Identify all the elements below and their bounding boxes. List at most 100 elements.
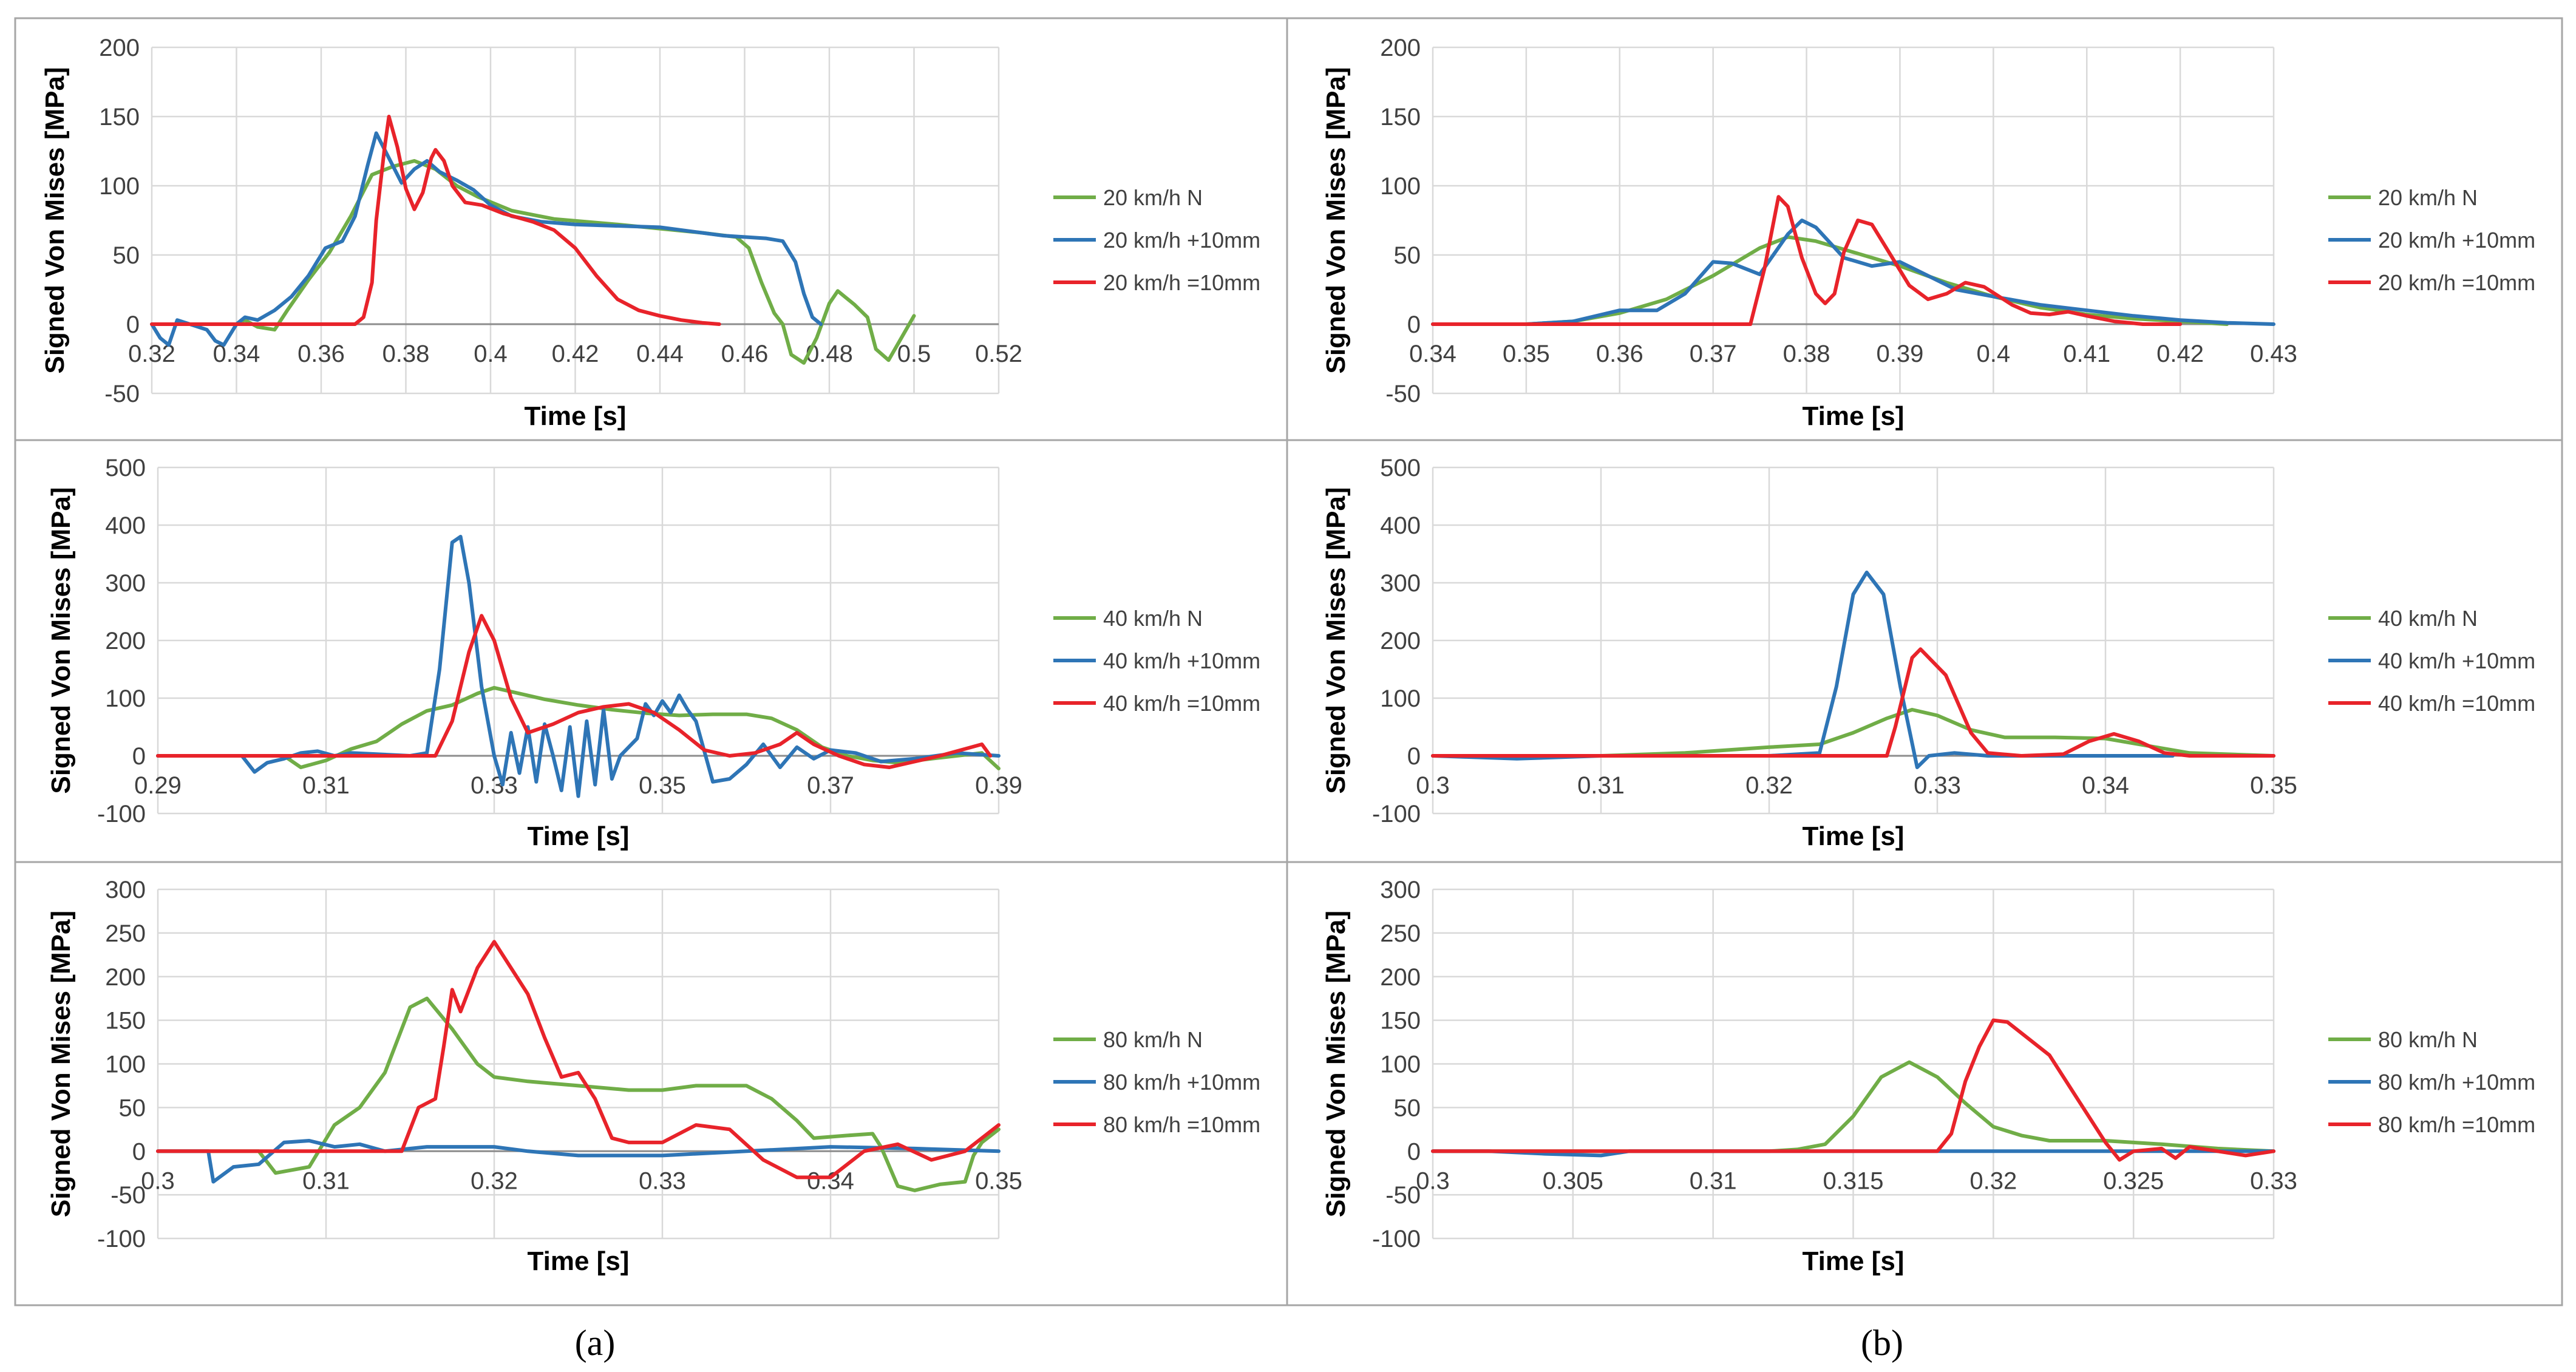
y-tick-label: 200 [1380, 964, 1421, 991]
x-tick-label: 0.32 [1969, 1167, 2017, 1194]
y-tick-label: 250 [1380, 920, 1421, 947]
series-line [1431, 1018, 2275, 1162]
x-tick-label: 0.5 [897, 341, 931, 367]
y-tick-label: 150 [99, 104, 140, 131]
x-axis-title: Time [s] [1803, 401, 1905, 431]
legend-label: 80 km/h =10mm [2378, 1112, 2535, 1137]
y-tick-label: 400 [105, 512, 146, 539]
y-tick-label: 0 [1407, 1138, 1421, 1165]
y-tick-label: 0 [1407, 743, 1421, 770]
x-tick-label: 0.305 [1543, 1167, 1603, 1194]
legend-label: 40 km/h N [2378, 606, 2478, 631]
x-axis-title: Time [s] [528, 821, 630, 851]
series-line [150, 115, 721, 326]
y-tick-label: -50 [110, 1182, 146, 1209]
y-tick-label: 150 [1380, 1008, 1421, 1034]
x-tick-label: 0.34 [1409, 341, 1456, 367]
x-tick-label: 0.34 [2082, 772, 2129, 799]
x-tick-label: 0.38 [382, 341, 430, 367]
x-tick-label: 0.33 [2250, 1167, 2297, 1194]
y-axis-title: Signed Von Mises [MPa] [40, 67, 70, 373]
y-tick-label: 100 [105, 1051, 146, 1078]
y-tick-label: 150 [1380, 104, 1421, 131]
series-line [156, 996, 1001, 1192]
series-line [156, 614, 993, 769]
y-tick-label: 250 [105, 920, 146, 947]
y-tick-label: 200 [105, 964, 146, 991]
y-tick-label: -100 [97, 801, 146, 827]
panel-b-middle: -100 0 100 200 300 400 500 0.3 0.31 0.32 0.33 0.34 0… [1321, 455, 2535, 851]
y-tick-label: 100 [1380, 685, 1421, 712]
y-axis-title: Signed Von Mises [MPa] [1321, 67, 1351, 373]
y-tick-label: 200 [105, 628, 146, 654]
y-tick-label: -100 [1372, 801, 1421, 827]
y-tick-label: -50 [1385, 381, 1421, 407]
y-tick-label: 0 [126, 311, 140, 338]
x-tick-label: 0.43 [2250, 341, 2297, 367]
figure-border [14, 17, 2563, 1306]
panel-a-middle: -100 0 100 200 300 400 500 0.29 0.31 0.33 0.35 0.37… [46, 455, 1260, 851]
y-tick-label: 500 [105, 455, 146, 481]
series-line [156, 940, 1001, 1180]
x-tick-label: 0.325 [2103, 1167, 2164, 1194]
x-tick-label: 0.35 [975, 1167, 1022, 1194]
x-tick-label: 0.46 [721, 341, 769, 367]
x-tick-label: 0.31 [302, 1167, 350, 1194]
y-tick-label: 500 [1380, 455, 1421, 481]
legend-label: 80 km/h +10mm [2378, 1070, 2535, 1095]
x-tick-label: 0.37 [807, 772, 854, 799]
series-line [150, 131, 823, 347]
x-axis-title: Time [s] [1803, 821, 1905, 851]
legend-label: 80 km/h N [1103, 1027, 1203, 1052]
y-tick-label: 300 [1380, 570, 1421, 597]
x-tick-label: 0.315 [1823, 1167, 1883, 1194]
legend-label: 20 km/h =10mm [1103, 270, 1260, 295]
series-line [1431, 1060, 2275, 1153]
y-tick-label: 400 [1380, 512, 1421, 539]
y-tick-label: 50 [1394, 1095, 1421, 1121]
x-tick-label: 0.31 [302, 772, 350, 799]
x-tick-label: 0.33 [1914, 772, 1961, 799]
x-tick-label: 0.36 [1596, 341, 1643, 367]
x-tick-label: 0.39 [975, 772, 1022, 799]
y-tick-label: 100 [99, 173, 140, 200]
y-axis-title: Signed Von Mises [MPa] [46, 487, 76, 793]
panel-b-top: -50 0 50 100 150 200 0.34 0.35 0.36 0.37 0.38 0.39 0… [1321, 35, 2535, 431]
x-tick-label: 0.37 [1690, 341, 1737, 367]
y-axis-title: Signed Von Mises [MPa] [1321, 487, 1351, 793]
series-line [1431, 195, 2183, 326]
y-tick-label: 300 [1380, 877, 1421, 903]
caption-b: (b) [1861, 1323, 1903, 1363]
y-tick-label: -100 [1372, 1226, 1421, 1252]
x-tick-label: 0.32 [471, 1167, 518, 1194]
x-tick-label: 0.3 [1416, 772, 1450, 799]
x-tick-label: 0.4 [1977, 341, 2011, 367]
x-tick-label: 0.32 [1745, 772, 1793, 799]
x-tick-label: 0.35 [1503, 341, 1550, 367]
y-axis-title: Signed Von Mises [MPa] [1321, 911, 1351, 1217]
legend-label: 40 km/h =10mm [1103, 691, 1260, 716]
x-tick-label: 0.39 [1877, 341, 1924, 367]
x-tick-label: 0.3 [141, 1167, 175, 1194]
y-tick-label: 200 [99, 35, 140, 61]
x-tick-label: 0.35 [2250, 772, 2297, 799]
x-tick-label: 0.31 [1577, 772, 1625, 799]
y-tick-label: 150 [105, 1008, 146, 1034]
y-axis-title: Signed Von Mises [MPa] [46, 911, 76, 1217]
x-tick-label: 0.3 [1416, 1167, 1450, 1194]
x-tick-label: 0.38 [1783, 341, 1830, 367]
y-tick-label: 200 [1380, 35, 1421, 61]
legend-label: 20 km/h N [1103, 185, 1203, 210]
x-tick-label: 0.29 [134, 772, 182, 799]
y-tick-label: 0 [132, 743, 146, 770]
series-line [1431, 708, 2275, 758]
panel-b-bottom: -100 -50 0 50 100 150 200 250 300 0.3 0.305 0.31 0.3… [1321, 877, 2535, 1276]
x-tick-label: 0.4 [474, 341, 508, 367]
y-tick-label: 50 [113, 242, 140, 269]
legend-label: 40 km/h =10mm [2378, 691, 2535, 716]
x-tick-label: 0.34 [807, 1167, 854, 1194]
x-tick-label: 0.41 [2063, 341, 2110, 367]
caption-a: (a) [575, 1323, 616, 1363]
